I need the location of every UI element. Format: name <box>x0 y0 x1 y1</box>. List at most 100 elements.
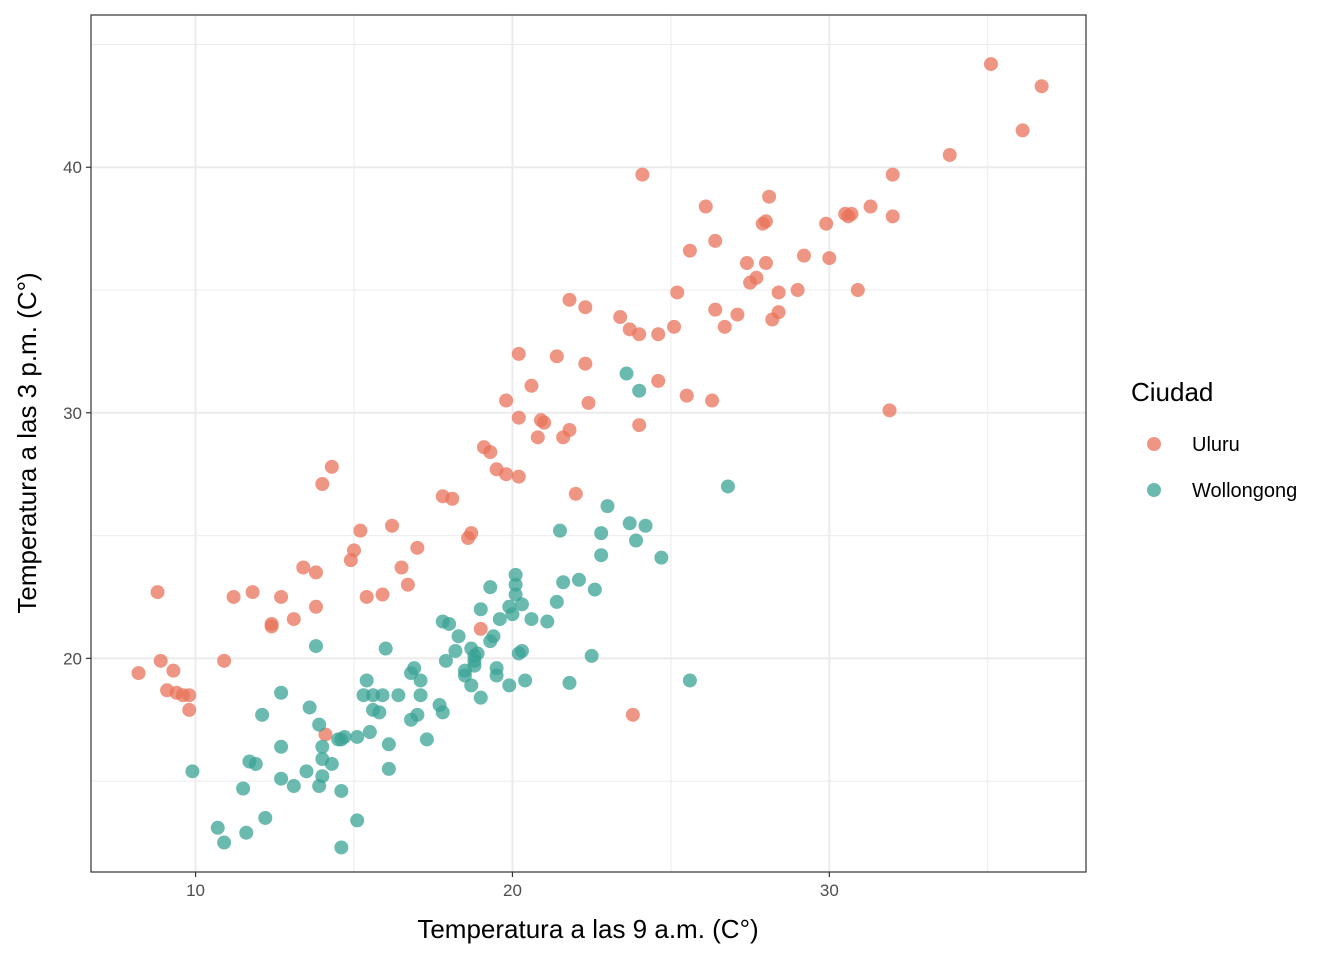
point-uluru <box>632 418 647 433</box>
point-wollongong <box>210 820 225 835</box>
legend-key-wollongong <box>1147 483 1161 497</box>
point-uluru <box>473 621 488 636</box>
point-uluru <box>150 585 165 600</box>
panel-border <box>90 14 1087 873</box>
point-wollongong <box>236 781 251 796</box>
point-uluru <box>324 459 339 474</box>
y-axis-ticks: 20 30 40 <box>63 158 91 668</box>
point-uluru <box>400 577 415 592</box>
point-uluru <box>445 491 460 506</box>
point-uluru <box>353 523 368 538</box>
point-wollongong <box>473 602 488 617</box>
point-wollongong <box>372 705 387 720</box>
point-uluru <box>682 243 697 258</box>
point-wollongong <box>217 835 232 850</box>
point-wollongong <box>334 783 349 798</box>
point-wollongong <box>562 675 577 690</box>
point-uluru <box>796 248 811 263</box>
point-wollongong <box>274 685 289 700</box>
x-tick-label: 30 <box>820 881 839 900</box>
point-wollongong <box>438 653 453 668</box>
point-wollongong <box>442 616 457 631</box>
point-wollongong <box>410 707 425 722</box>
point-uluru <box>286 612 301 627</box>
point-wollongong <box>632 383 647 398</box>
point-uluru <box>296 560 311 575</box>
point-wollongong <box>337 729 352 744</box>
point-uluru <box>730 307 745 322</box>
point-uluru <box>511 346 526 361</box>
point-uluru <box>217 653 232 668</box>
point-uluru <box>578 300 593 315</box>
y-tick-label: 40 <box>63 158 82 177</box>
point-wollongong <box>622 516 637 531</box>
point-uluru <box>708 233 723 248</box>
point-wollongong <box>502 678 517 693</box>
point-wollongong <box>435 705 450 720</box>
point-wollongong <box>505 607 520 622</box>
point-uluru <box>530 430 545 445</box>
point-wollongong <box>552 523 567 538</box>
point-uluru <box>1034 79 1049 94</box>
point-wollongong <box>308 639 323 654</box>
point-uluru <box>315 477 330 492</box>
point-wollongong <box>600 499 615 514</box>
point-wollongong <box>302 700 317 715</box>
point-wollongong <box>619 366 634 381</box>
point-wollongong <box>629 533 644 548</box>
point-uluru <box>394 560 409 575</box>
point-uluru <box>885 167 900 182</box>
y-tick-label: 20 <box>63 649 82 668</box>
point-wollongong <box>587 582 602 597</box>
point-wollongong <box>362 725 377 740</box>
point-uluru <box>850 283 865 298</box>
point-uluru <box>844 206 859 221</box>
point-wollongong <box>378 641 393 656</box>
legend: Ciudad Uluru Wollongong <box>1131 377 1297 502</box>
point-wollongong <box>315 739 330 754</box>
point-wollongong <box>638 518 653 533</box>
point-uluru <box>264 619 279 634</box>
point-uluru <box>771 305 786 320</box>
point-uluru <box>790 283 805 298</box>
point-uluru <box>131 666 146 681</box>
point-uluru <box>562 422 577 437</box>
point-wollongong <box>514 643 529 658</box>
point-wollongong <box>720 479 735 494</box>
point-uluru <box>698 199 713 214</box>
point-wollongong <box>571 572 586 587</box>
point-uluru <box>983 57 998 72</box>
point-wollongong <box>540 614 555 629</box>
point-wollongong <box>312 717 327 732</box>
point-wollongong <box>594 526 609 541</box>
point-wollongong <box>255 707 270 722</box>
point-wollongong <box>381 737 396 752</box>
point-uluru <box>670 285 685 300</box>
point-wollongong <box>451 629 466 644</box>
point-uluru <box>822 251 837 266</box>
point-uluru <box>667 319 682 334</box>
x-tick-label: 20 <box>503 881 522 900</box>
point-wollongong <box>274 739 289 754</box>
point-wollongong <box>594 548 609 563</box>
point-uluru <box>651 327 666 342</box>
point-uluru <box>635 167 650 182</box>
y-tick-label: 30 <box>63 404 82 423</box>
point-uluru <box>758 256 773 271</box>
point-wollongong <box>489 668 504 683</box>
point-wollongong <box>473 690 488 705</box>
point-wollongong <box>682 673 697 688</box>
point-uluru <box>762 189 777 204</box>
point-uluru <box>308 599 323 614</box>
point-uluru <box>562 292 577 307</box>
point-uluru <box>347 543 362 558</box>
point-uluru <box>739 256 754 271</box>
point-uluru <box>308 565 323 580</box>
point-uluru <box>1015 123 1030 138</box>
point-wollongong <box>359 673 374 688</box>
point-wollongong <box>391 688 406 703</box>
point-uluru <box>651 373 666 388</box>
point-wollongong <box>419 732 434 747</box>
point-wollongong <box>448 643 463 658</box>
point-wollongong <box>556 575 571 590</box>
